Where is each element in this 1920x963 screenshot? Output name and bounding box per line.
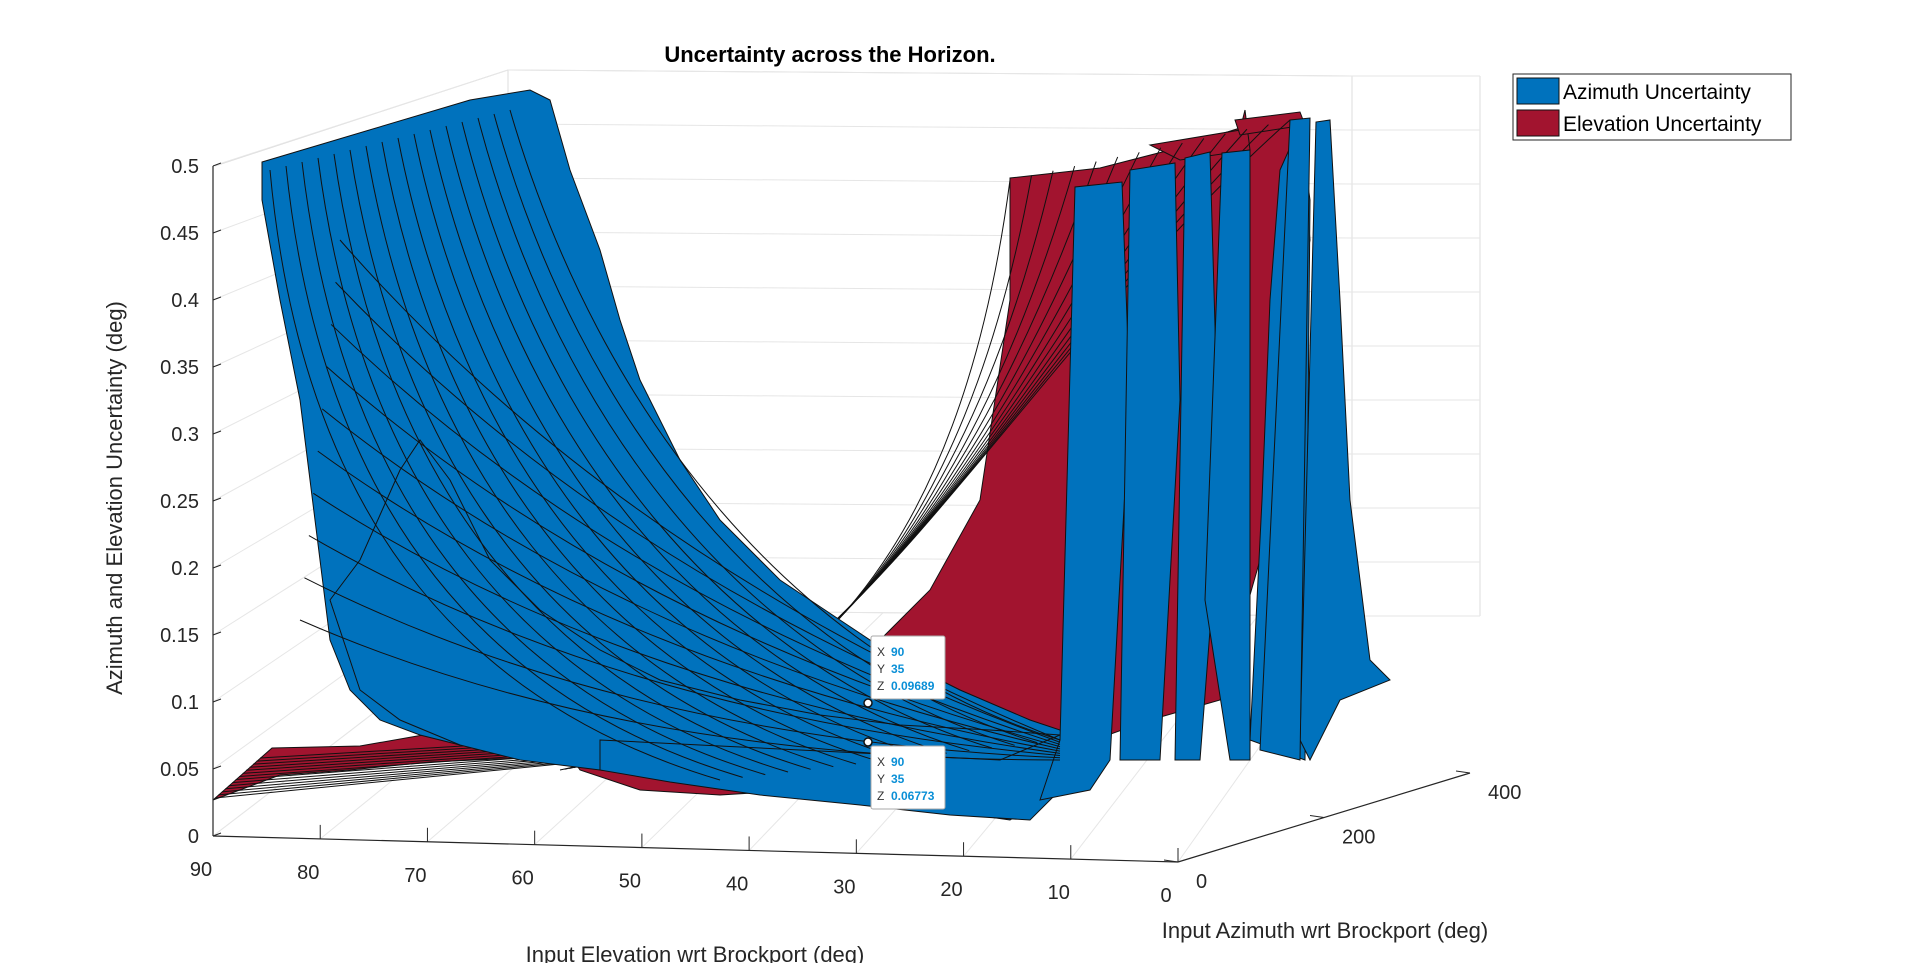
z-tick-8: [212, 296, 222, 301]
legend-swatch-elevation: [1516, 109, 1560, 137]
z-tick-9: [212, 229, 222, 234]
datatip-1-x-key: X: [877, 645, 885, 659]
azimuth-mesh-line-3: [317, 157, 789, 773]
z-tick-6: [212, 430, 222, 435]
x-tick-label-3: 60: [512, 868, 534, 890]
y-tick-2: [1455, 770, 1471, 774]
azimuth-mesh-cross-4: [317, 450, 1061, 752]
y-tick-0: [1163, 859, 1179, 863]
azimuth-mesh-cross-2: [308, 535, 1061, 757]
x-tick-label-1: 80: [297, 862, 319, 884]
datatip-2-marker[interactable]: [863, 737, 873, 747]
z-tick-label-0: 0: [188, 826, 199, 848]
z-tick-4: [212, 564, 222, 569]
azimuth-mesh-line-2: [301, 161, 766, 776]
z-tick-0: [212, 832, 222, 837]
z-tick-label-2: 0.1: [171, 692, 199, 714]
azimuth-mesh-line-7: [381, 141, 879, 762]
x-axis: 90 80 70 60 50 40 30 20 10 0: [190, 822, 1179, 907]
azimuth-mesh-line-10: [429, 129, 947, 754]
z-tick-label-1: 0.05: [160, 759, 199, 781]
azimuth-mesh-cross-5: [321, 408, 1061, 750]
azimuth-mesh-cross-6: [326, 366, 1061, 748]
x-tick-label-9: 0: [1160, 885, 1171, 907]
azimuth-mesh-line-0: [269, 169, 721, 781]
datatip-2-y-key: Y: [877, 772, 885, 786]
elevation-floor-line-0: [214, 759, 601, 799]
y-tick-label-2: 400: [1488, 782, 1521, 804]
z-tick-3: [212, 631, 222, 636]
z-grid-back-10: [507, 69, 1353, 77]
azimuth-mesh-line-1: [285, 165, 743, 778]
legend-label-elevation: Elevation Uncertainty: [1563, 113, 1762, 136]
legend: Azimuth Uncertainty Elevation Uncertaint…: [1512, 73, 1792, 141]
datatip-1-z-key: Z: [877, 679, 884, 693]
datatip-2-box[interactable]: [870, 745, 946, 810]
datatip-1-y-value: 35: [891, 662, 905, 676]
legend-swatch-azimuth: [1516, 77, 1560, 105]
surface-azimuth: [261, 89, 1391, 821]
azimuth-mesh-line-11: [445, 125, 970, 752]
z-tick-5: [212, 497, 222, 502]
z-grid-left-10: [212, 69, 509, 167]
x-tick-label-7: 20: [940, 879, 962, 901]
z-tick-label-10: 0.5: [171, 156, 199, 178]
datatip-2-x-value: 90: [891, 755, 905, 769]
z-tick-label-6: 0.3: [171, 424, 199, 446]
azimuth-mesh-line-4: [333, 153, 811, 770]
y-tick-1: [1309, 815, 1325, 818]
x-tick-label-2: 70: [404, 865, 426, 887]
y-axis: 0 200 400: [1163, 770, 1521, 893]
y-tick-label-0: 0: [1196, 871, 1207, 893]
z-tick-10: [212, 162, 222, 167]
datatip-2-z-key: Z: [877, 789, 884, 803]
azimuth-mesh-cross-7: [330, 324, 1061, 745]
azimuth-mesh-cross-3: [313, 492, 1061, 754]
z-tick-label-9: 0.45: [160, 223, 199, 245]
z-tick-7: [212, 363, 222, 368]
z-tick-label-4: 0.2: [171, 558, 199, 580]
datatip-1-x-value: 90: [891, 645, 905, 659]
datatip-2[interactable]: X 90 Y 35 Z 0.06773: [863, 737, 946, 810]
x-tick-label-0: 90: [190, 859, 212, 881]
x-tick-label-4: 50: [619, 871, 641, 893]
z-tick-2: [212, 698, 222, 703]
x-tick-label-5: 40: [726, 873, 748, 895]
azimuth-mesh-line-8: [397, 137, 902, 760]
z-tick-label-7: 0.35: [160, 357, 199, 379]
z-tick-1: [212, 765, 222, 770]
datatip-1-box[interactable]: [870, 635, 946, 700]
z-tick-label-5: 0.25: [160, 491, 199, 513]
azimuth-mesh-line-13: [477, 117, 1015, 746]
x-axis-label: Input Elevation wrt Brockport (deg): [526, 942, 865, 963]
x-tick-label-6: 30: [833, 876, 855, 898]
z-axis: 0 0.05 0.1 0.15 0.2 0.25 0.3 0.35 0.4 0.45 0.5: [160, 156, 222, 848]
y-axis-label: Input Azimuth wrt Brockport (deg): [1162, 918, 1488, 943]
datatip-2-z-value: 0.06773: [891, 789, 935, 803]
z-tick-label-8: 0.4: [171, 290, 199, 312]
datatip-2-y-value: 35: [891, 772, 905, 786]
z-tick-label-3: 0.15: [160, 625, 199, 647]
azimuth-mesh-line-15: [509, 109, 1061, 741]
z-axis-label: Azimuth and Elevation Uncertainty (deg): [102, 301, 127, 695]
z-grid-back-9: [507, 123, 1353, 131]
datatip-2-x-key: X: [877, 755, 885, 769]
datatip-1[interactable]: X 90 Y 35 Z 0.09689: [863, 635, 946, 708]
datatip-1-y-key: Y: [877, 662, 885, 676]
x-tick-label-8: 10: [1048, 882, 1070, 904]
legend-label-azimuth: Azimuth Uncertainty: [1563, 81, 1751, 104]
azimuth-mesh-line-9: [413, 133, 925, 757]
azimuth-mesh-line-6: [365, 145, 857, 765]
azimuth-mesh-line-12: [461, 121, 993, 749]
y-tick-label-1: 200: [1342, 827, 1375, 849]
datatip-1-marker[interactable]: [863, 698, 873, 708]
title: Uncertainty across the Horizon.: [664, 42, 995, 67]
datatip-1-z-value: 0.09689: [891, 679, 935, 693]
